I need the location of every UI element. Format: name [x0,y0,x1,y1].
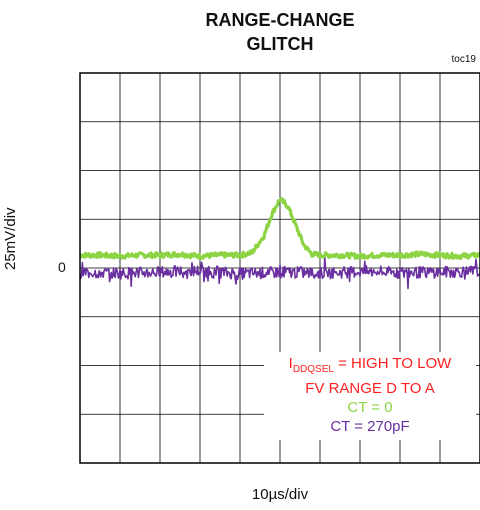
legend-ct0: CT = 0 [347,399,393,416]
trace-ct270 [79,256,480,290]
chart-title-line-1: RANGE-CHANGE [205,10,355,30]
figure-id: toc19 [451,54,476,65]
annotation-text: = HIGH TO LOW [333,355,452,372]
y-zero-tick-label: 0 [58,259,66,275]
legend: IDDQSEL = HIGH TO LOW FV RANGE D TO A CT… [264,352,476,440]
x-axis-label: 10µs/div [251,486,309,503]
legend-ct270: CT = 270pF [330,418,410,435]
annotation-line-2: FV RANGE D TO A [305,380,435,397]
traces [79,197,480,290]
annotation-line-1: IDDQSEL = HIGH TO LOW [264,354,476,379]
plot-frame [79,72,480,464]
chart-title-line-2: GLITCH [246,34,314,54]
trace-ct0 [79,197,480,260]
annotation-symbol: I [288,355,293,372]
chart-title: RANGE-CHANGE GLITCH [0,8,480,56]
annotation-subscript: DDQSEL [292,364,334,375]
